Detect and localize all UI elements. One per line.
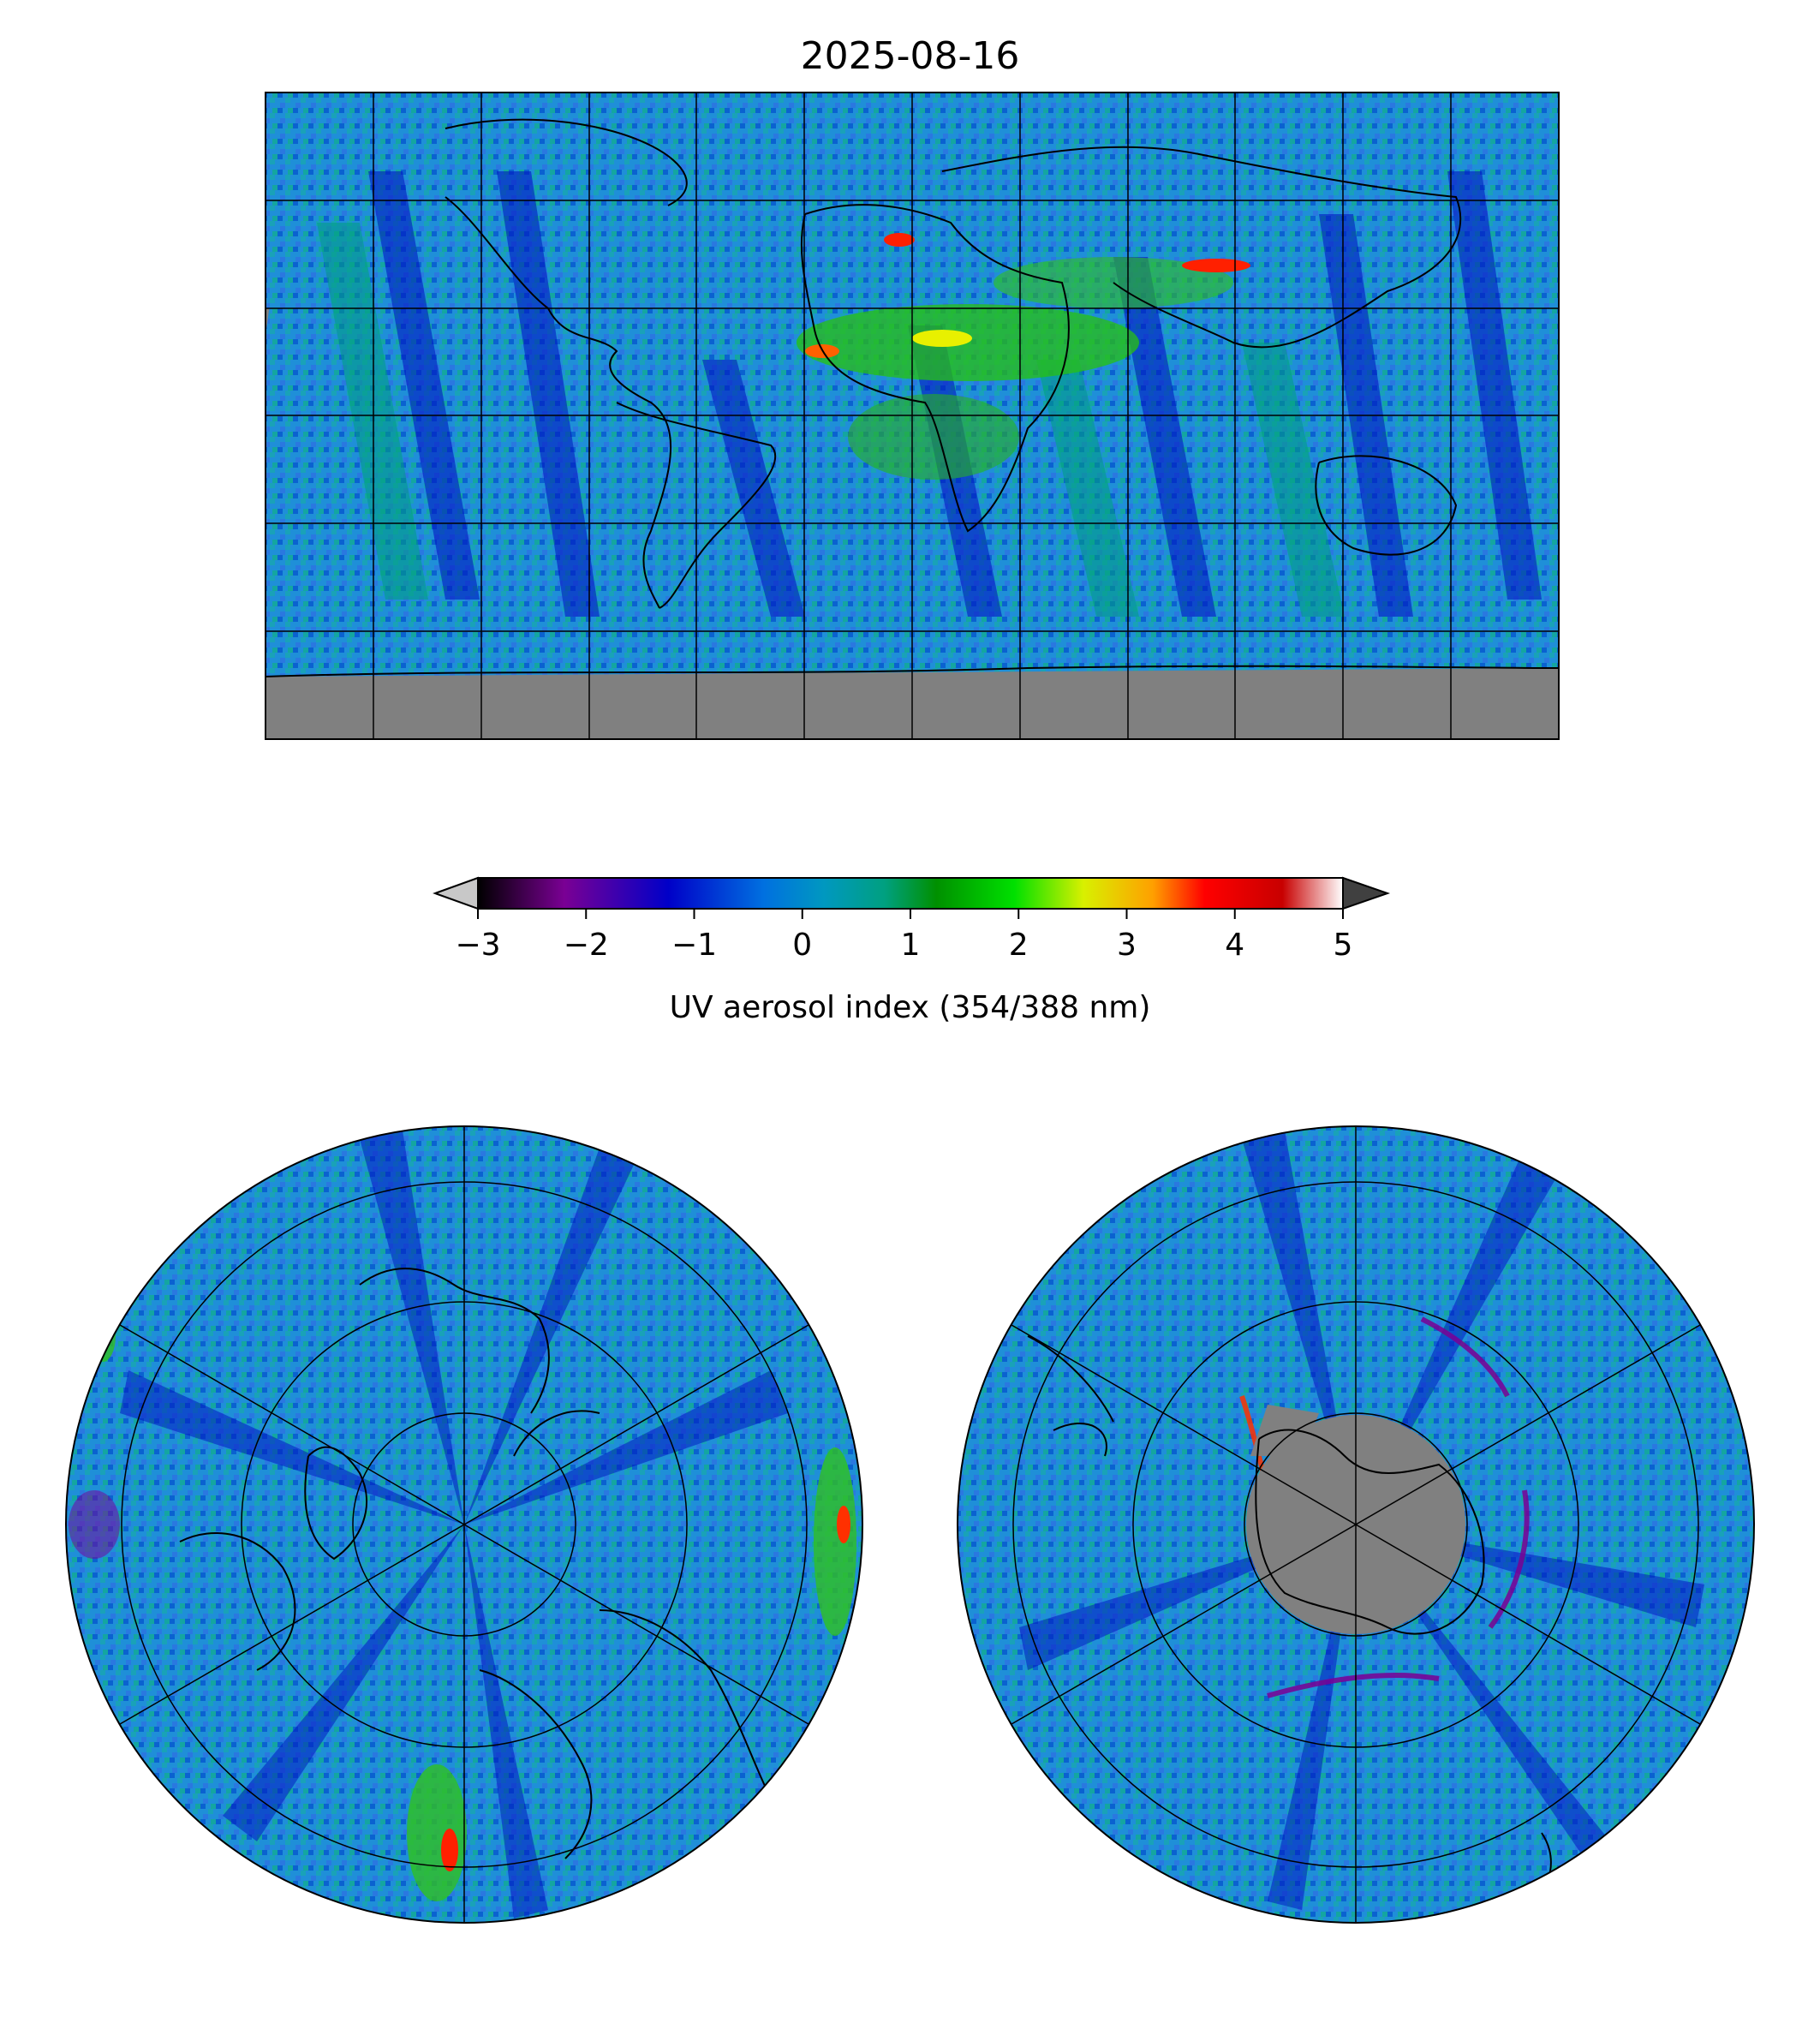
colorbar-under-extension (433, 876, 479, 910)
colorbar-tick-label: 3 (1117, 928, 1137, 963)
coastlines-north (179, 1268, 772, 1859)
colorbar-tick-label: 5 (1334, 928, 1353, 963)
colorbar-tick-marks (477, 909, 1344, 919)
colorbar-tick-label: 2 (1009, 928, 1029, 963)
south-polar-frame (957, 1125, 1755, 1924)
colorbar-tick-label: −3 (455, 928, 500, 963)
colorbar-tick-label: 1 (901, 928, 921, 963)
colorbar: −3 −2 −1 0 1 2 3 4 5 (433, 876, 1391, 963)
gridlines-north (119, 1126, 809, 1923)
colorbar-tick-labels: −3 −2 −1 0 1 2 3 4 5 (455, 928, 1352, 963)
colorbar-tick-label: −2 (564, 928, 609, 963)
gridlines-global (266, 92, 1559, 739)
colorbar-gradient (477, 877, 1344, 910)
colorbar-tick-label: 0 (792, 928, 812, 963)
colorbar-label: UV aerosol index (354/388 nm) (669, 990, 1151, 1025)
colorbar-tick-label: 4 (1225, 928, 1244, 963)
global-map (266, 92, 1559, 739)
north-polar-map (66, 1126, 862, 1923)
figure-title: 2025-08-16 (800, 34, 1020, 78)
global-map-frame (265, 92, 1560, 740)
colorbar-over-extension (1342, 876, 1391, 910)
coastlines-global (266, 118, 1559, 677)
coastlines-south (1027, 1335, 1552, 1911)
north-polar-frame (65, 1125, 863, 1924)
north-swaths (120, 1131, 788, 1919)
gridlines-south (1011, 1126, 1701, 1923)
colorbar-tick-label: −1 (671, 928, 717, 963)
south-polar-map (958, 1126, 1754, 1923)
no-data-strip (266, 308, 270, 522)
